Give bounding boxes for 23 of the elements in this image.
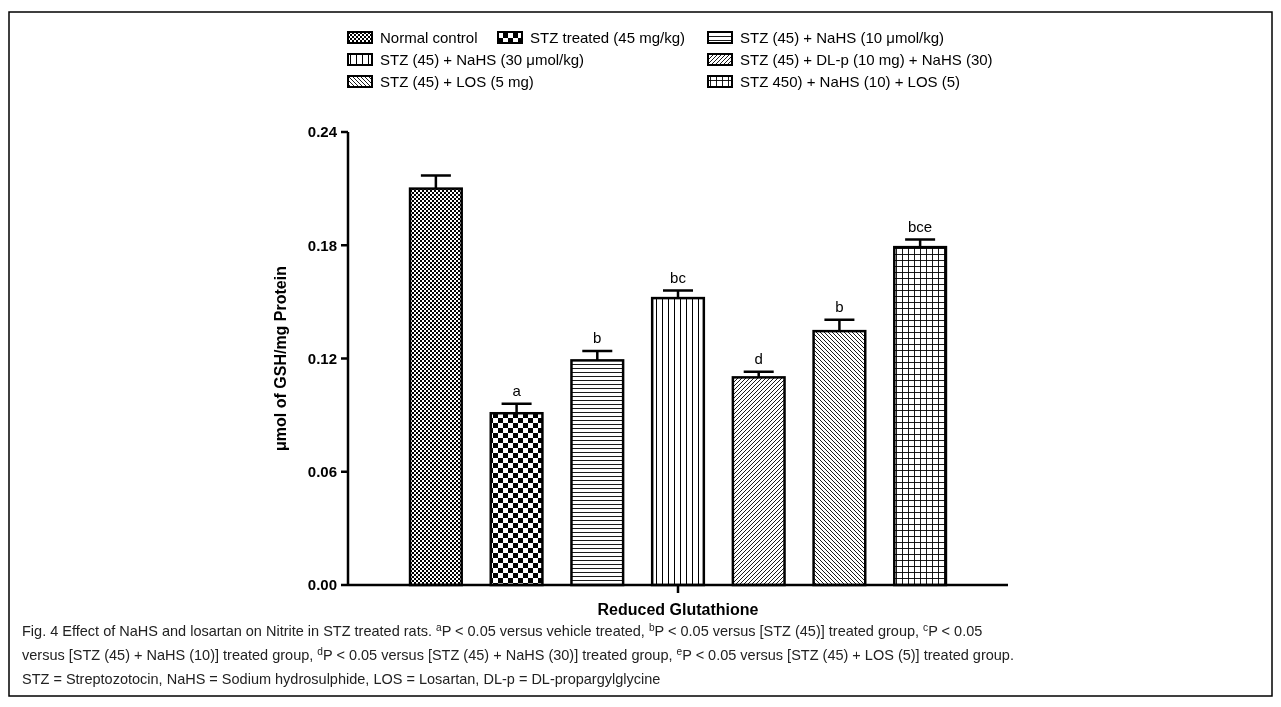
annotation: bce xyxy=(908,217,933,235)
text: versus [STZ (45) + NaHS (10)] treated group, $^{d}$P < 0.05 versus [STZ (45) + NaHS (30)] treated group, $^{e}$P < 0.05 versus [STZ (45) + LOS (5)] treated group. xyxy=(22,645,1014,663)
legend-label: STZ (45) + LOS (5 mg) xyxy=(380,73,534,91)
y-tick-label: 0.06 xyxy=(307,463,337,480)
y-tick-label: 0.24 xyxy=(307,123,338,141)
legend-label: Normal control xyxy=(380,29,478,47)
legend-label: STZ treated (45 mg/kg) xyxy=(530,29,686,47)
annotation: b xyxy=(835,297,844,315)
y-axis-title: μmol of GSH/mg Protein xyxy=(272,266,289,451)
x-tick-label: Reduced Glutathione xyxy=(597,601,759,618)
legend-label: STZ (45) + NaHS (30 μmol/kg) xyxy=(380,51,585,69)
annotation: a xyxy=(512,381,522,399)
caption: Fig. 4 Effect of NaHS and losartan on Nitrite in STZ treated rats. $^{a}$P < 0.05 versus vehicle treated, $^{b}$P < 0.05 versus [STZ (45)] treated group, $^{c}$P < 0.05 xyxy=(22,621,983,639)
y-tick-label: 0.18 xyxy=(307,236,337,254)
legend-label: STZ (45) + NaHS (10 μmol/kg) xyxy=(740,29,945,47)
annotation: bc xyxy=(670,268,687,286)
y-tick-label: 0.00 xyxy=(307,576,337,594)
y-tick-label: 0.12 xyxy=(307,349,337,367)
annotation: b xyxy=(593,328,602,346)
text: STZ = Streptozotocin, NaHS = Sodium hydrosulphide, LOS = Losartan, DL-p = DL-propargylglycine xyxy=(22,671,661,687)
annotation: d xyxy=(754,349,763,367)
legend-label: STZ (45) + DL-p (10 mg) + NaHS (30) xyxy=(740,51,993,69)
legend-label: STZ 450) + NaHS (10) + LOS (5) xyxy=(740,73,961,91)
